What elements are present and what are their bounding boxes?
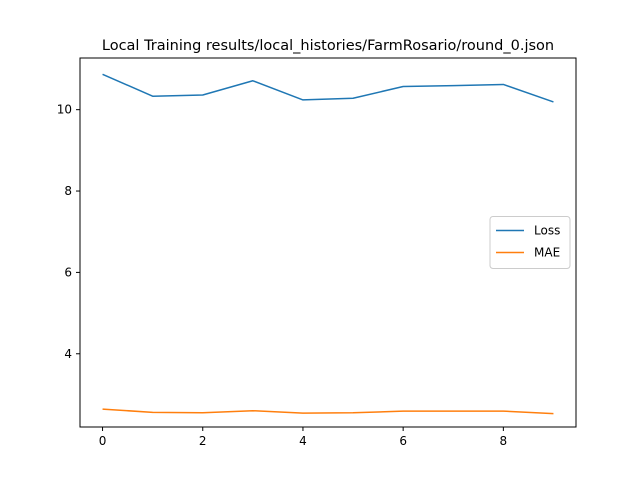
chart-title: Local Training results/local_histories/F… — [102, 38, 554, 54]
y-tick-label: 6 — [64, 265, 72, 279]
y-tick-label: 8 — [64, 184, 72, 198]
y-tick-label: 10 — [57, 103, 72, 117]
legend-box — [489, 216, 571, 269]
axes-frame — [79, 57, 577, 428]
legend-label: Loss — [534, 224, 560, 238]
x-tick-label: 6 — [399, 434, 407, 448]
series-line-loss — [102, 73, 554, 103]
x-tick-label: 2 — [199, 434, 207, 448]
series-line-mae — [102, 408, 554, 415]
x-tick-label: 0 — [99, 434, 107, 448]
legend-label: MAE — [534, 246, 560, 260]
legend: Loss MAE — [489, 216, 571, 269]
y-tick-label: 4 — [64, 347, 72, 361]
x-axis: 0 2 4 6 8 — [99, 427, 507, 448]
series-lines — [102, 73, 554, 415]
x-tick-label: 4 — [299, 434, 307, 448]
x-tick-label: 8 — [500, 434, 508, 448]
y-axis: 4 6 8 10 — [57, 103, 80, 361]
